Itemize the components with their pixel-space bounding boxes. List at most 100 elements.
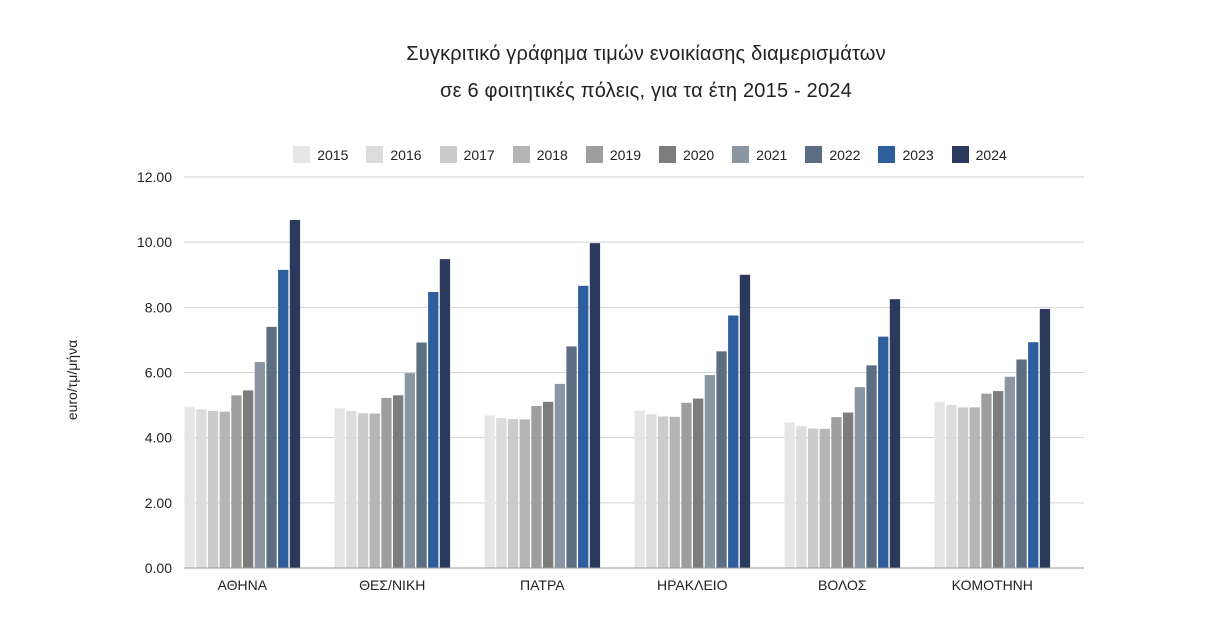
x-tick-label: ΑΘΗΝΑ xyxy=(218,577,268,593)
bar-ΘΕΣ/ΝΙΚΗ-2018 xyxy=(369,413,380,568)
legend-label: 2015 xyxy=(317,146,349,163)
legend-item-2021: 2021 xyxy=(732,146,787,163)
bar-ΑΘΗΝΑ-2023 xyxy=(278,269,289,568)
bar-ΚΟΜΟΤΗΝΗ-2017 xyxy=(957,407,969,568)
x-tick-label: ΠΑΤΡΑ xyxy=(520,577,565,593)
bar-ΠΑΤΡΑ-2015 xyxy=(484,415,495,568)
bar-ΗΡΑΚΛΕΙΟ-2016 xyxy=(646,414,657,568)
legend-item-2018: 2018 xyxy=(512,146,568,163)
bar-ΠΑΤΡΑ-2018 xyxy=(519,419,530,568)
bar-ΚΟΜΟΤΗΝΗ-2015 xyxy=(934,401,945,568)
bar-ΚΟΜΟΤΗΝΗ-2018 xyxy=(969,407,980,568)
bar-ΚΟΜΟΤΗΝΗ-2019 xyxy=(981,393,992,568)
y-tick-label: 10.00 xyxy=(137,234,172,250)
legend-swatch xyxy=(878,146,896,163)
bar-ΗΡΑΚΛΕΙΟ-2018 xyxy=(669,416,680,568)
bar-ΠΑΤΡΑ-2016 xyxy=(496,418,507,568)
legend-item-2017: 2017 xyxy=(439,146,495,163)
legend-swatch xyxy=(951,146,969,163)
bar-ΗΡΑΚΛΕΙΟ-2021 xyxy=(704,375,715,568)
bar-ΑΘΗΝΑ-2015 xyxy=(184,406,195,568)
bar-ΠΑΤΡΑ-2024 xyxy=(589,243,601,568)
y-tick-label: 2.00 xyxy=(145,495,172,511)
bar-ΘΕΣ/ΝΙΚΗ-2023 xyxy=(428,292,439,568)
y-tick-label: 0.00 xyxy=(145,560,172,576)
legend-label: 2017 xyxy=(463,146,495,163)
legend-label: 2024 xyxy=(975,146,1007,163)
bar-ΚΟΜΟΤΗΝΗ-2021 xyxy=(1004,376,1015,568)
legend-swatch xyxy=(293,146,311,163)
y-tick-label: 6.00 xyxy=(145,365,172,381)
legend-swatch xyxy=(659,146,676,163)
bar-ΒΟΛΟΣ-2019 xyxy=(831,417,842,568)
bar-ΘΕΣ/ΝΙΚΗ-2021 xyxy=(404,373,415,568)
legend-item-2024: 2024 xyxy=(951,146,1007,163)
chart-title-line-1: Συγκριτικό γράφημα τιμών ενοικίασης διαμ… xyxy=(406,43,886,65)
bar-ΠΑΤΡΑ-2021 xyxy=(554,383,565,568)
bar-ΗΡΑΚΛΕΙΟ-2020 xyxy=(693,398,704,568)
bar-ΠΑΤΡΑ-2020 xyxy=(543,401,554,568)
bar-ΠΑΤΡΑ-2023 xyxy=(578,285,589,568)
bar-ΗΡΑΚΛΕΙΟ-2019 xyxy=(681,402,692,568)
legend-swatch xyxy=(512,146,530,163)
bar-ΒΟΛΟΣ-2022 xyxy=(866,365,877,568)
legend-item-2016: 2016 xyxy=(366,146,422,163)
bar-ΘΕΣ/ΝΙΚΗ-2015 xyxy=(334,408,345,568)
legend-item-2019: 2019 xyxy=(585,146,641,163)
bar-ΒΟΛΟΣ-2020 xyxy=(843,412,854,568)
bar-ΚΟΜΟΤΗΝΗ-2023 xyxy=(1028,342,1039,568)
legend-label: 2018 xyxy=(536,146,568,163)
bar-ΠΑΤΡΑ-2022 xyxy=(566,346,577,568)
x-tick-label: ΗΡΑΚΛΕΙΟ xyxy=(657,577,728,593)
legend-label: 2016 xyxy=(390,146,422,163)
bar-ΑΘΗΝΑ-2018 xyxy=(219,411,230,568)
y-tick-label: 8.00 xyxy=(145,299,172,315)
bar-ΒΟΛΟΣ-2017 xyxy=(807,428,819,568)
bar-ΗΡΑΚΛΕΙΟ-2023 xyxy=(728,315,739,568)
legend-item-2022: 2022 xyxy=(805,146,860,163)
legend-swatch xyxy=(439,146,457,163)
bar-ΑΘΗΝΑ-2024 xyxy=(289,220,301,568)
legend-label: 2021 xyxy=(756,146,788,163)
bar-ΚΟΜΟΤΗΝΗ-2020 xyxy=(993,391,1004,568)
bar-ΗΡΑΚΛΕΙΟ-2017 xyxy=(657,416,669,568)
x-tick-label: ΚΟΜΟΤΗΝΗ xyxy=(952,577,1033,593)
bar-ΑΘΗΝΑ-2016 xyxy=(196,409,207,568)
bar-ΘΕΣ/ΝΙΚΗ-2017 xyxy=(357,413,369,568)
legend-label: 2020 xyxy=(683,146,715,163)
legend-item-2015: 2015 xyxy=(293,146,348,163)
bar-ΠΑΤΡΑ-2019 xyxy=(531,406,542,568)
y-tick-label: 12.00 xyxy=(137,169,172,185)
chart-title-line-2: σε 6 φοιτητικές πόλεις, για τα έτη 2015 … xyxy=(440,80,852,102)
bar-ΑΘΗΝΑ-2019 xyxy=(231,395,242,568)
bar-ΒΟΛΟΣ-2018 xyxy=(819,428,830,568)
legend-swatch xyxy=(366,146,384,163)
x-tick-label: ΘΕΣ/ΝΙΚΗ xyxy=(359,577,425,593)
bar-ΘΕΣ/ΝΙΚΗ-2024 xyxy=(439,259,451,568)
bar-ΗΡΑΚΛΕΙΟ-2015 xyxy=(634,410,645,568)
legend-swatch xyxy=(805,146,823,163)
bar-ΑΘΗΝΑ-2022 xyxy=(266,326,277,568)
bar-ΑΘΗΝΑ-2020 xyxy=(243,390,254,568)
bar-ΒΟΛΟΣ-2024 xyxy=(889,299,901,568)
bar-ΚΟΜΟΤΗΝΗ-2024 xyxy=(1039,308,1051,568)
legend-swatch xyxy=(732,146,750,163)
bar-ΒΟΛΟΣ-2015 xyxy=(784,422,795,568)
legend-label: 2023 xyxy=(902,146,934,163)
legend-swatch xyxy=(585,146,603,163)
bar-ΒΟΛΟΣ-2021 xyxy=(854,387,865,568)
bar-ΠΑΤΡΑ-2017 xyxy=(507,419,519,568)
legend-item-2020: 2020 xyxy=(659,146,714,163)
legend-item-2023: 2023 xyxy=(878,146,934,163)
bar-ΚΟΜΟΤΗΝΗ-2022 xyxy=(1016,359,1027,568)
bar-ΘΕΣ/ΝΙΚΗ-2016 xyxy=(346,410,357,568)
x-tick-label: ΒΟΛΟΣ xyxy=(818,577,867,593)
bar-ΑΘΗΝΑ-2021 xyxy=(254,362,265,568)
bar-ΗΡΑΚΛΕΙΟ-2024 xyxy=(739,274,751,568)
legend-label: 2019 xyxy=(609,146,641,163)
bar-ΑΘΗΝΑ-2017 xyxy=(207,410,219,568)
bar-ΘΕΣ/ΝΙΚΗ-2020 xyxy=(393,395,404,568)
y-tick-label: 4.00 xyxy=(145,430,172,446)
legend: 2015 2016 2017 2018 2019 2020 2021 2022 2023 2024 xyxy=(0,146,1222,163)
